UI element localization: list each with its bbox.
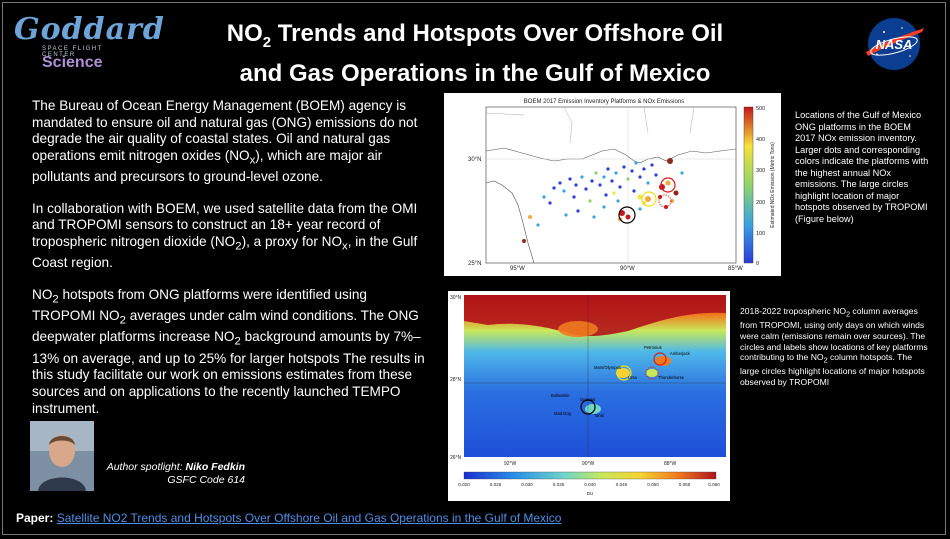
f2-hotspot-red	[653, 352, 667, 366]
paper-label: Paper:	[16, 511, 57, 525]
hotspot-circle-red	[660, 177, 676, 193]
paragraph-2: In collaboration with BOEM, we used sate…	[32, 200, 418, 271]
author-name: Niko Fedkin	[185, 461, 245, 473]
nasa-logo: NASA	[866, 18, 924, 70]
f2-hotspot-dotted	[645, 366, 659, 380]
title-line2: and Gas Operations in the Gulf of Mexico	[239, 59, 711, 87]
f2-lat-tick-26: 26°N	[450, 455, 462, 461]
paper-link[interactable]: Satellite NO2 Trends and Hotspots Over O…	[56, 511, 562, 525]
f1-cb-tick-300: 300	[756, 168, 765, 174]
figure-boem-emission-map: BOEM 2017 Emission Inventory Platforms &…	[444, 93, 781, 276]
f1-cb-tick-200: 200	[756, 200, 765, 206]
figure1-platforms	[522, 158, 684, 243]
slide-title: NO2 Trends and Hotspots Over Offshore Oi…	[160, 18, 790, 89]
title-sub: 2	[262, 33, 272, 51]
paragraph-1: The Bureau of Ocean Energy Management (B…	[32, 98, 418, 185]
f2-colorbar-label: DU	[587, 491, 594, 496]
author-photo	[30, 421, 94, 491]
f2-lat-tick-28: 28°N	[450, 377, 462, 383]
f2-lon-tick-88: 88°W	[664, 461, 677, 467]
f1-cb-tick-400: 400	[756, 137, 765, 143]
figure2-caption: 2018-2022 tropospheric NO2 column averag…	[740, 306, 928, 387]
body-text: The Bureau of Ocean Energy Management (B…	[32, 98, 427, 432]
f2-label-ursa: Ursa	[628, 375, 638, 380]
figure1-map-frame	[485, 106, 737, 264]
logo-center-text: SPACE FLIGHT CENTER	[42, 46, 103, 58]
f2-lat-tick-30: 30°N	[450, 295, 462, 301]
f2-label-thunderhorse: Thunderhorse	[658, 375, 685, 380]
goddard-science-logo: Goddard SPACE FLIGHT CENTER Science	[12, 10, 164, 72]
f2-lon-tick-92: 92°W	[504, 461, 517, 467]
f2-label-petronius: Petronius	[644, 345, 662, 350]
paper-reference: Paper: Satellite NO2 Trends and Hotspots…	[16, 511, 561, 525]
f1-cb-tick-500: 500	[756, 106, 765, 112]
title-line1: Trends and Hotspots Over Offshore Oil	[271, 20, 724, 47]
f2-lon-tick-90: 90°W	[582, 461, 595, 467]
f2-label-mars-olympus: Mars/Olympus	[594, 365, 621, 370]
f1-cb-tick-100: 100	[756, 231, 765, 237]
f2-cb-tick-4: 0.040	[584, 482, 596, 487]
f2-label-amberjack: Amberjack	[670, 351, 691, 356]
f1-lon-tick-90: 90°W	[620, 266, 635, 272]
f2-label-mad-dog: Mad Dog	[554, 411, 572, 416]
logo-science-text: Science	[42, 54, 103, 71]
paragraph-3: NO2 hotspots from ONG platforms were ide…	[32, 286, 425, 416]
f2-hotspot-yellow	[616, 365, 632, 381]
f2-cb-tick-8: 0.060	[708, 482, 720, 487]
f2-cb-tick-6: 0.050	[647, 482, 659, 487]
f2-hotspot-black	[580, 399, 596, 415]
f2-cb-tick-1: 0.025	[490, 482, 502, 487]
f2-cb-tick-0: 0.020	[458, 482, 470, 487]
hotspot-circle-dotted	[658, 194, 672, 208]
hotspot-circle-black	[618, 206, 636, 224]
spotlight-label: Author spotlight:	[106, 461, 186, 473]
f2-cb-tick-3: 0.035	[553, 482, 565, 487]
figure1-colorbar	[743, 106, 754, 264]
figure1-colorbar-label: Estimated NOx Emission (Metric Tons)	[770, 142, 776, 228]
f1-cb-tick-0: 0	[756, 261, 759, 267]
f1-lat-tick-25: 25°N	[468, 261, 481, 267]
figure1-caption: Locations of the Gulf of Mexico ONG plat…	[795, 110, 929, 224]
f2-label-tahiti: Tahiti	[594, 413, 604, 418]
f2-label-bullwinkle: Bullwinkle	[551, 393, 570, 398]
hotspot-circle-yellow	[641, 191, 657, 207]
author-code: GSFC Code 614	[167, 474, 245, 486]
f1-lat-tick-30: 30°N	[468, 157, 481, 163]
figure-tropomi-no2-map: Amberjack Mars/Olympus Ursa Thunderhorse…	[448, 291, 730, 501]
title-no: NO	[226, 20, 263, 47]
f1-lon-tick-85: 85°W	[728, 266, 743, 272]
figure1-title: BOEM 2017 Emission Inventory Platforms &…	[524, 99, 684, 105]
author-spotlight: Author spotlight: Niko Fedkin GSFC Code …	[100, 461, 245, 487]
f2-label-genesis: Genesis	[580, 397, 595, 402]
nasa-text: NASA	[876, 37, 913, 52]
f2-cb-tick-2: 0.030	[521, 482, 533, 487]
logo-goddard-text: Goddard	[14, 12, 165, 47]
figure2-colorbar	[463, 471, 717, 480]
f2-cb-tick-7: 0.055	[679, 482, 691, 487]
f2-cb-tick-5: 0.045	[616, 482, 628, 487]
f1-lon-tick-95: 95°W	[510, 266, 525, 272]
